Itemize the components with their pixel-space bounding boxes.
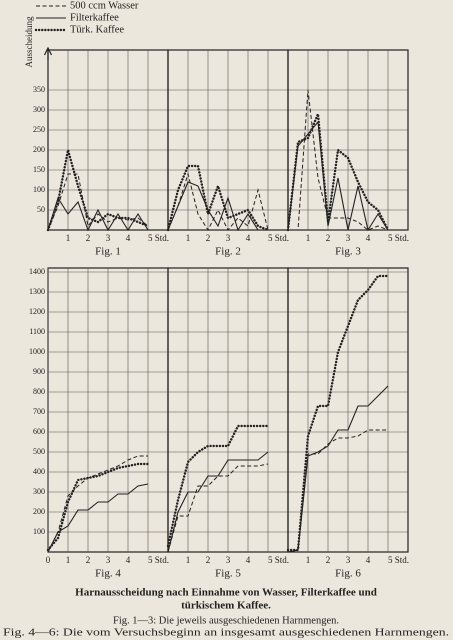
series-line	[47, 483, 149, 553]
caption-note: Fig. 4—6: Die vom Versuchsbeginn an insg…	[3, 627, 449, 638]
x-tick-label: 4	[126, 555, 131, 565]
y-tick-label: 1400	[29, 267, 45, 276]
legend-label: Filterkaffee	[70, 12, 119, 23]
series-line	[166, 164, 270, 232]
x-tick-label: 3	[106, 555, 111, 565]
x-tick-label: 5 Std.	[148, 233, 169, 243]
series-line	[166, 424, 270, 548]
x-tick-label: 3	[346, 555, 351, 565]
y-tick-label: 150	[33, 165, 45, 174]
x-tick-label: 1	[66, 233, 71, 243]
series-line	[167, 181, 268, 232]
y-tick-label: 200	[33, 145, 45, 154]
series-line	[47, 455, 148, 553]
x-tick-label: 2	[206, 555, 211, 565]
legend-label: Türk. Kaffee	[70, 24, 124, 35]
x-tick-label: 5 Std.	[148, 555, 169, 565]
chart-title: Fig. 4	[95, 568, 121, 580]
chart-title: Fig. 3	[335, 246, 361, 258]
series-line	[46, 462, 150, 552]
x-tick-label: 1	[66, 555, 71, 565]
caption-title: Harnausscheidung nach Einnahme von Wasse…	[75, 587, 377, 599]
y-tick-label: 300	[33, 487, 45, 496]
x-tick-label: 3	[346, 233, 351, 243]
chart-title: Fig. 2	[215, 246, 241, 258]
x-tick-label: 5 Std.	[388, 233, 409, 243]
x-tick-label: 1	[186, 555, 191, 565]
series-line	[287, 385, 389, 553]
y-tick-label: 350	[33, 85, 45, 94]
x-tick-label: 1	[306, 555, 311, 565]
series-line	[46, 149, 150, 232]
x-tick-label: 5 Std.	[388, 555, 409, 565]
x-tick-label: 4	[366, 555, 371, 565]
chart-title: Fig. 5	[215, 568, 241, 580]
x-tick-label: 2	[86, 233, 91, 243]
y-tick-label: 500	[33, 447, 45, 456]
series-line	[47, 173, 149, 231]
series-line	[286, 274, 390, 552]
y-tick-label: 400	[33, 467, 45, 476]
x-tick-label: 2	[326, 555, 331, 565]
y-tick-label: 1100	[29, 327, 45, 336]
series-line	[167, 451, 269, 553]
legend-label: 500 ccm Wasser	[70, 0, 139, 11]
y-tick-label: 600	[33, 427, 45, 436]
x-tick-label: 4	[246, 233, 251, 243]
x-tick-label: 3	[226, 555, 231, 565]
caption-title: türkischem Kaffee.	[181, 600, 271, 612]
y-tick-label: 100	[33, 527, 45, 536]
y-tick-label: 200	[33, 507, 45, 516]
y-tick-label: 250	[33, 125, 45, 134]
x-tick-label: 5 Std.	[268, 233, 289, 243]
x-tick-label: 3	[226, 233, 231, 243]
y-axis-label: Ausscheidung	[24, 16, 34, 67]
y-tick-label: 100	[33, 185, 45, 194]
series-line	[287, 120, 389, 232]
y-tick-label: 1200	[29, 307, 45, 316]
series-line	[288, 89, 389, 231]
chart-title: Fig. 1	[95, 246, 121, 258]
x-tick-label: 1	[186, 233, 191, 243]
x-tick-label: 3	[106, 233, 111, 243]
y-tick-label: 50	[37, 205, 45, 214]
x-tick-label: 4	[366, 233, 371, 243]
y-tick-label: 900	[33, 367, 45, 376]
x-tick-label: 1	[306, 233, 311, 243]
y-tick-label: 300	[33, 105, 45, 114]
y-tick-label: 1300	[29, 287, 45, 296]
x-tick-label: 2	[326, 233, 331, 243]
y-tick-label: 700	[33, 407, 45, 416]
y-tick-label: 1000	[29, 347, 45, 356]
caption-note: Fig. 1—3: Die jeweils ausgeschiedenen Ha…	[113, 615, 339, 626]
x-tick-label: 2	[86, 555, 91, 565]
x-tick-label: 0	[46, 555, 51, 565]
y-tick-label: 800	[33, 387, 45, 396]
x-tick-label: 4	[246, 555, 251, 565]
series-line	[167, 463, 269, 553]
chart-title: Fig. 6	[335, 568, 361, 580]
x-tick-label: 5 Std.	[268, 555, 289, 565]
series-line	[286, 113, 390, 232]
x-tick-label: 2	[206, 233, 211, 243]
x-tick-label: 4	[126, 233, 131, 243]
series-line	[47, 196, 149, 232]
